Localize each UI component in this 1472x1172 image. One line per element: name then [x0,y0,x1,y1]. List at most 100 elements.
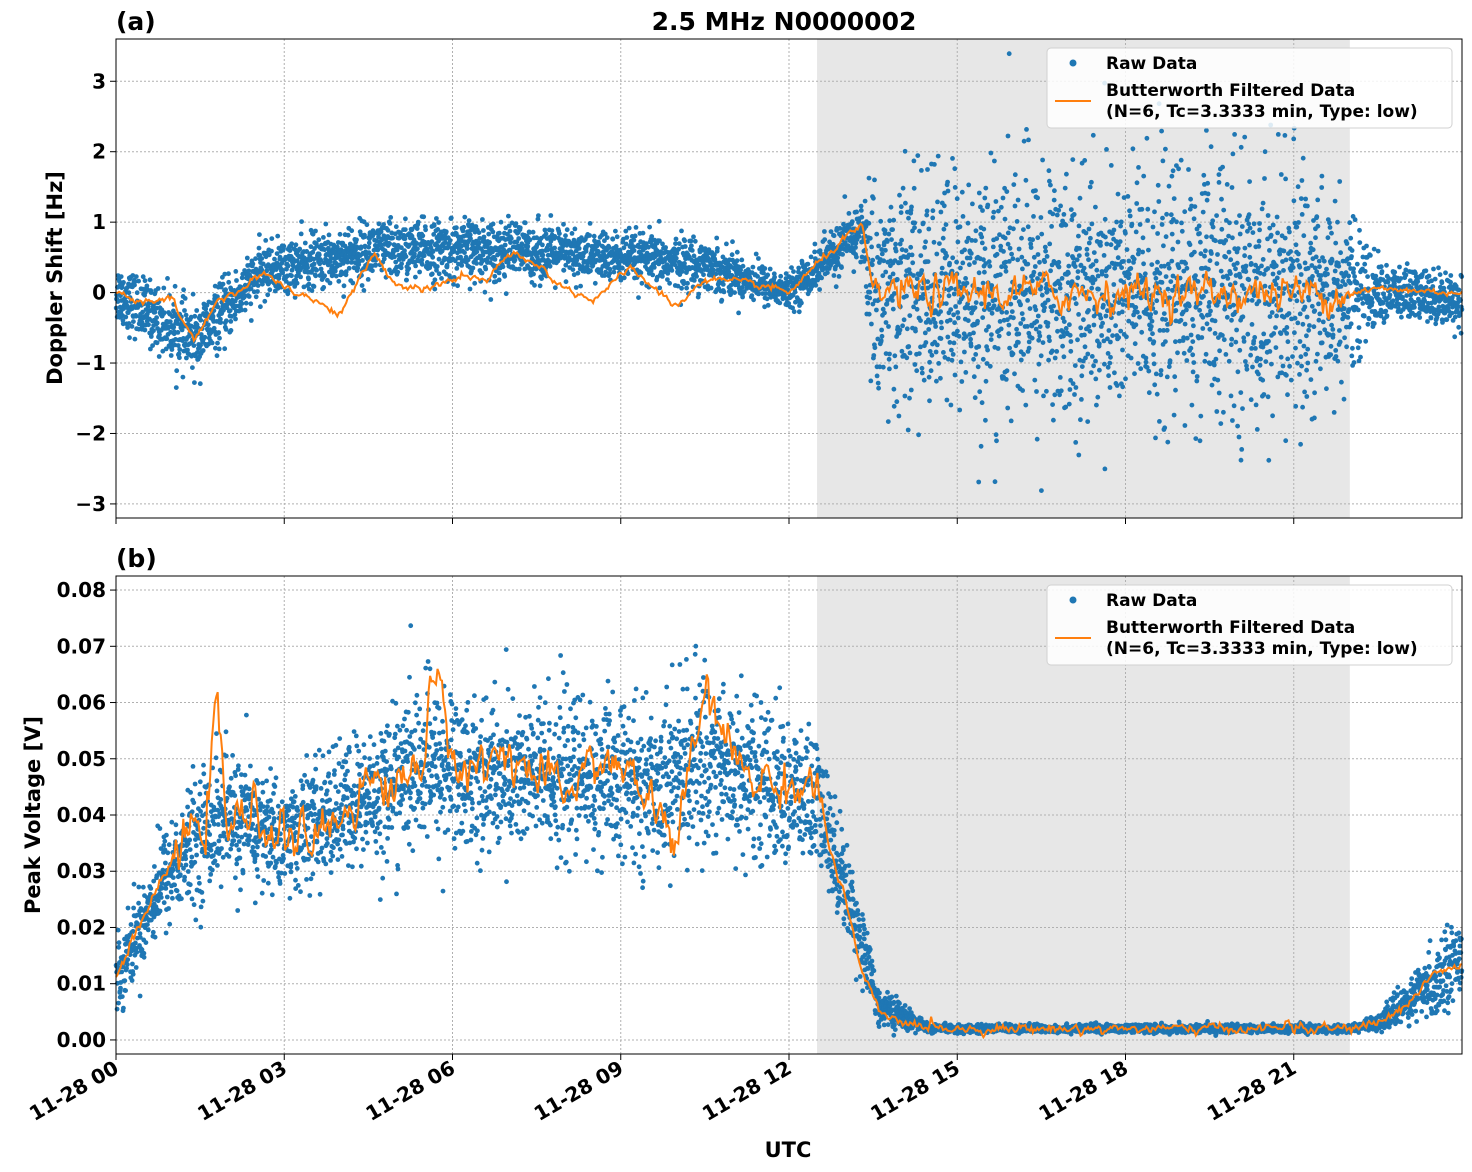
raw-data-point [198,317,204,323]
raw-data-point [513,221,519,227]
raw-data-point [1270,413,1275,419]
raw-data-point [1099,333,1105,338]
raw-data-point [1179,228,1185,234]
raw-data-point [1335,219,1340,225]
raw-data-point [1178,157,1184,163]
raw-data-point [911,158,917,164]
raw-data-point [904,355,910,361]
raw-data-point [1097,367,1102,373]
raw-data-point [506,223,512,229]
raw-data-point [753,251,759,257]
raw-data-point [148,290,154,295]
raw-data-point [1037,324,1043,329]
raw-data-point [978,443,984,449]
raw-data-point [265,292,271,298]
raw-data-point [476,230,482,236]
raw-data-point [1164,374,1170,380]
raw-data-point [941,226,947,232]
raw-data-point [1319,185,1325,190]
raw-data-point [369,263,375,269]
raw-data-point [1205,180,1211,186]
raw-data-point [973,300,979,305]
raw-data-point [865,300,871,306]
raw-data-point [561,267,567,273]
raw-data-point [1398,276,1404,281]
raw-data-point [198,332,204,337]
raw-data-point [947,317,953,323]
raw-data-point [900,323,905,329]
raw-data-point [1299,212,1305,217]
raw-data-point [1305,360,1311,366]
raw-data-point [482,289,488,295]
raw-data-point [429,271,435,277]
raw-data-point [1107,385,1113,390]
raw-data-point [1123,376,1128,382]
raw-data-point [147,277,153,283]
raw-data-point [916,432,921,438]
raw-data-point [1047,241,1053,247]
raw-data-point [1192,204,1198,210]
raw-data-point [1312,415,1317,421]
raw-data-point [506,213,511,219]
raw-data-point [341,294,347,299]
raw-data-point [1312,390,1317,396]
raw-data-point [1112,265,1118,271]
raw-data-point [1221,337,1227,343]
raw-data-point [1390,298,1396,304]
raw-data-point [1310,274,1315,279]
raw-data-point [932,162,937,167]
raw-data-point [1335,277,1340,283]
raw-data-point [1247,242,1252,248]
raw-data-point [1246,221,1252,227]
raw-data-point [765,302,771,308]
raw-data-point [867,295,873,301]
raw-data-point [1023,177,1029,183]
raw-data-point [867,235,873,241]
raw-data-point [1231,403,1237,409]
raw-data-point [1065,252,1071,257]
raw-data-point [1197,438,1203,444]
raw-data-point [118,274,124,279]
raw-data-point [1387,292,1393,298]
raw-data-point [1189,402,1195,408]
raw-data-point [997,272,1003,277]
raw-data-point [532,282,537,288]
raw-data-point [126,290,132,296]
raw-data-point [1296,220,1301,225]
raw-data-point [891,403,897,409]
raw-data-point [1315,351,1320,357]
raw-data-point [880,364,886,370]
raw-data-point [866,220,872,226]
raw-data-point [1265,394,1271,400]
raw-data-point [216,346,222,352]
raw-data-point [1260,200,1266,206]
raw-data-point [1292,330,1297,336]
raw-data-point [451,248,457,254]
raw-data-point [1249,298,1255,303]
raw-data-point [1284,331,1290,336]
raw-data-point [691,278,697,283]
raw-data-point [1129,221,1135,227]
raw-data-point [439,276,444,281]
raw-data-point [985,347,990,353]
raw-data-point [986,259,992,265]
raw-data-point [919,168,924,173]
raw-data-point [1188,196,1193,202]
raw-data-point [1203,248,1208,254]
raw-data-point [1020,266,1025,272]
raw-data-point [1170,287,1175,293]
raw-data-point [561,221,566,227]
raw-data-point [1302,389,1307,395]
raw-data-point [146,322,151,328]
raw-data-point [1352,217,1358,223]
raw-data-point [1182,423,1188,428]
raw-data-point [1399,314,1404,320]
raw-data-point [1257,227,1262,233]
raw-data-point [151,328,156,334]
raw-data-point [328,256,334,261]
raw-data-point [1242,134,1248,140]
raw-data-point [1016,331,1022,337]
raw-data-point [898,210,904,216]
raw-data-point [123,314,129,320]
